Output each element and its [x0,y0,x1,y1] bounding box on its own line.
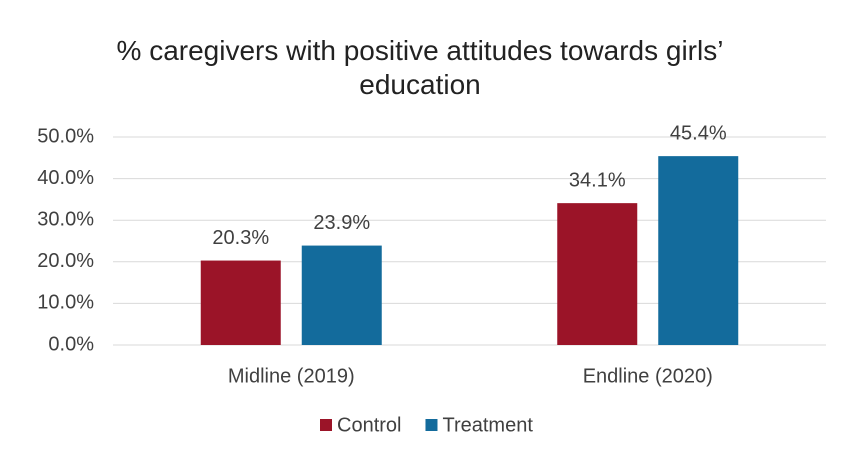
legend-swatch [425,419,438,431]
x-tick-label: Midline (2019) [228,365,355,387]
legend-swatch [320,419,332,431]
y-tick-label: 40.0% [37,167,94,189]
data-label: 20.3% [212,227,269,249]
data-label: 23.9% [313,212,370,234]
x-tick-label: Endline (2020) [583,365,713,387]
legend-label: Control [337,414,401,436]
y-tick-label: 50.0% [37,125,94,147]
bar [557,203,638,345]
data-label: 45.4% [670,122,727,144]
legend-label: Treatment [442,414,533,436]
y-tick-label: 30.0% [37,208,94,230]
y-tick-label: 20.0% [37,250,94,272]
y-tick-label: 10.0% [37,292,94,314]
bar [301,245,382,345]
y-tick-label: 0.0% [48,333,94,355]
bar [200,260,281,345]
bar [658,156,739,345]
chart-title: % caregivers with positive attitudes tow… [116,35,724,100]
data-label: 34.1% [569,169,626,191]
